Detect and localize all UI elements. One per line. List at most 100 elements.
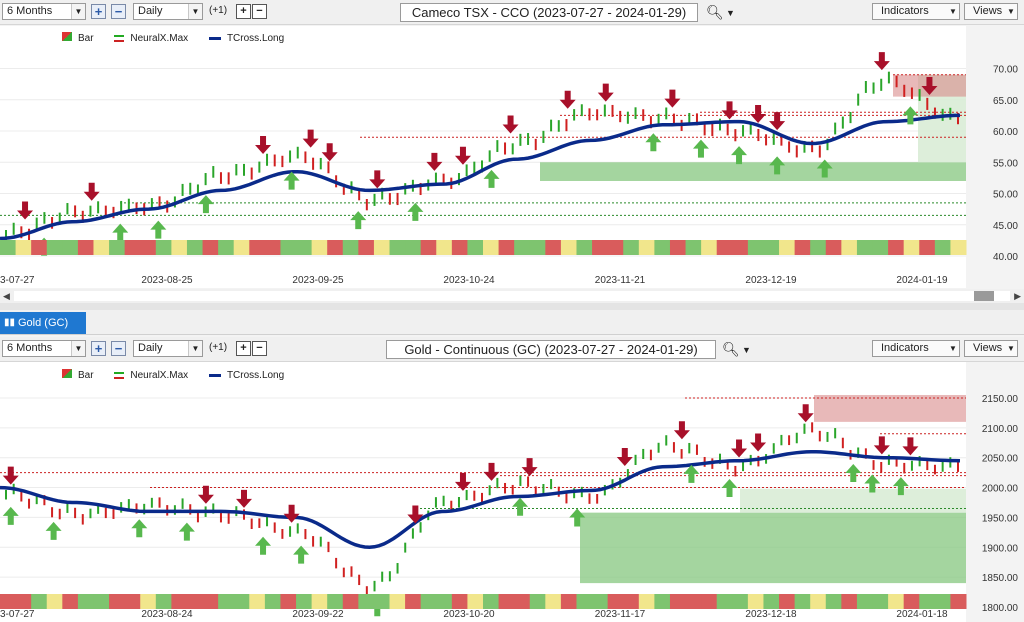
x-tick-label: 2024-01-18: [896, 609, 948, 620]
signal-cell: [264, 594, 281, 609]
signal-cell: [903, 240, 920, 255]
bottom-period-value: 6 Months: [7, 342, 53, 354]
search-icon[interactable]: 🔍︎: [722, 341, 740, 357]
cameco-chart[interactable]: 70.00 65.00 60.00 55.00 50.00 45.00 40.00 3-07-…: [0, 26, 1024, 288]
signal-cell: [77, 240, 94, 255]
scroll-right-icon[interactable]: ▶: [1014, 291, 1021, 301]
y-tick-label: 40.00: [993, 252, 1018, 263]
signal-cell: [93, 594, 110, 609]
buy-arrow-icon: [45, 521, 62, 540]
bar-legend-icon: [62, 369, 72, 378]
signal-cell: [685, 240, 702, 255]
remove-button[interactable]: −: [252, 4, 267, 19]
signal-cell: [280, 594, 297, 609]
buy-arrow-icon: [721, 479, 738, 498]
signal-cell: [779, 594, 796, 609]
sell-arrow-icon: [17, 201, 34, 220]
bottom-interval-value: Daily: [138, 342, 163, 354]
signal-cell: [498, 594, 515, 609]
bottom-legend: Bar NeuralX.Max TCross.Long: [62, 369, 290, 381]
zoom-out-button[interactable]: −: [111, 4, 126, 19]
top-views-button[interactable]: Views ▼: [964, 3, 1018, 20]
resistance-zone: [814, 394, 966, 422]
top-period-select[interactable]: 6 Months ▼: [2, 3, 86, 20]
signal-cell: [436, 240, 453, 255]
signal-cell: [280, 240, 297, 255]
zoom-in-button[interactable]: +: [91, 4, 106, 19]
signal-cell: [763, 240, 780, 255]
sell-arrow-icon: [426, 152, 443, 171]
add-button[interactable]: +: [236, 341, 251, 356]
signal-cell: [171, 594, 188, 609]
scroll-thumb[interactable]: [974, 291, 994, 301]
bottom-toolbar: 6 Months ▼ + − Daily ▼ (+1) + − Gold - Con…: [0, 337, 1024, 362]
indicators-label: Indicators: [881, 342, 929, 354]
sell-arrow-icon: [873, 52, 890, 71]
sell-arrow-icon: [797, 404, 814, 423]
top-interval-select[interactable]: Daily ▼: [133, 3, 203, 20]
x-tick-label: 2023-08-25: [141, 275, 193, 286]
signal-cell: [296, 594, 313, 609]
y-tick-label: 50.00: [993, 190, 1018, 201]
tab-gold[interactable]: ▮▮ Gold (GC): [0, 312, 86, 334]
signal-cell: [342, 594, 359, 609]
gold-chart[interactable]: 2150.00 2100.00 2050.00 2000.00 1950.00 1900.…: [0, 362, 1024, 622]
remove-button[interactable]: −: [252, 341, 267, 356]
scroll-left-icon[interactable]: ◀: [3, 291, 10, 301]
x-tick-label: 2024-01-19: [896, 275, 948, 286]
bottom-period-select[interactable]: 6 Months ▼: [2, 340, 86, 357]
chevron-down-icon: ▼: [949, 344, 957, 353]
signal-cell: [451, 594, 468, 609]
horizontal-scrollbar[interactable]: ◀ ▶: [0, 289, 1024, 303]
y-tick-label: 45.00: [993, 221, 1018, 232]
signal-cell: [825, 240, 842, 255]
sell-arrow-icon: [454, 472, 471, 491]
bottom-interval-select[interactable]: Daily ▼: [133, 340, 203, 357]
chevron-down-icon[interactable]: ▼: [742, 345, 751, 355]
search-icon[interactable]: 🔍︎: [706, 4, 724, 20]
y-tick-label: 55.00: [993, 158, 1018, 169]
signal-cell: [560, 594, 577, 609]
signal-cell: [358, 594, 375, 609]
zoom-out-button[interactable]: −: [111, 341, 126, 356]
signal-cell: [872, 594, 889, 609]
signal-cell: [420, 240, 437, 255]
sell-arrow-icon: [721, 101, 738, 120]
top-symbol-title[interactable]: Cameco TSX - CCO (2023-07-27 - 2024-01-2…: [400, 3, 698, 22]
buy-arrow-icon: [178, 522, 195, 541]
signal-cell: [763, 594, 780, 609]
tcross-legend-icon: [208, 373, 221, 377]
views-label: Views: [973, 342, 1003, 354]
buy-arrow-icon: [407, 202, 424, 221]
signal-cell: [498, 240, 515, 255]
x-tick-label: 2023-11-21: [595, 275, 646, 286]
add-button[interactable]: +: [236, 4, 251, 19]
sell-arrow-icon: [454, 146, 471, 165]
chevron-down-icon[interactable]: ▼: [726, 8, 735, 18]
y-tick-label: 2100.00: [982, 424, 1019, 435]
signal-cell: [841, 240, 858, 255]
signal-cell: [841, 594, 858, 609]
signal-cell: [467, 240, 484, 255]
chevron-down-icon: ▼: [188, 4, 202, 19]
legend-bar: Bar: [78, 33, 94, 44]
views-label: Views: [973, 5, 1003, 17]
bottom-symbol-title[interactable]: Gold - Continuous (GC) (2023-07-27 - 202…: [386, 340, 716, 359]
buy-arrow-icon: [864, 474, 881, 493]
signal-cell: [732, 240, 749, 255]
scroll-track[interactable]: [14, 291, 1010, 301]
buy-arrow-icon: [112, 223, 129, 242]
signal-cell: [358, 240, 375, 255]
signal-cell: [451, 240, 468, 255]
signal-cell: [592, 240, 609, 255]
zoom-in-button[interactable]: +: [91, 341, 106, 356]
sell-arrow-icon: [407, 505, 424, 524]
support-zone-light: [740, 488, 966, 513]
sell-arrow-icon: [2, 466, 19, 485]
top-indicators-button[interactable]: Indicators ▼: [872, 3, 960, 20]
x-tick-label: 2023-08-24: [141, 609, 193, 620]
bottom-indicators-button[interactable]: Indicators ▼: [872, 340, 960, 357]
support-zone: [580, 512, 966, 584]
bottom-views-button[interactable]: Views ▼: [964, 340, 1018, 357]
signal-cell: [46, 240, 63, 255]
